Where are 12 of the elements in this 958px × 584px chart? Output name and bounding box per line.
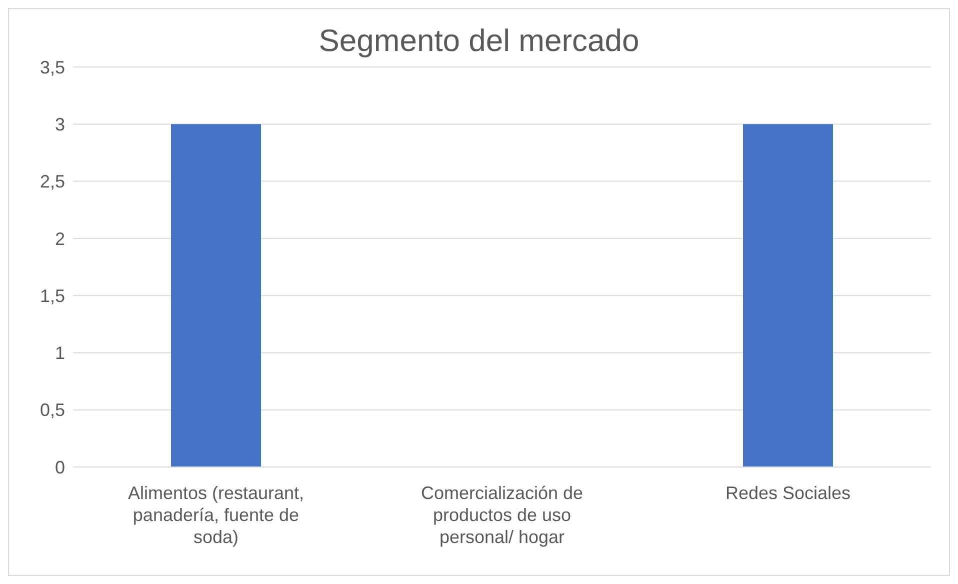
y-tick-label: 1 [54, 343, 65, 364]
x-tick-label: Comercialización de productos de uso personal/ hogar [420, 483, 584, 547]
chart-title: Segmento del mercado [318, 23, 640, 59]
y-tick-label: 3,5 [40, 57, 65, 78]
y-tick-label: 0 [54, 457, 65, 478]
y-tick-label: 1,5 [40, 286, 65, 306]
y-tick-label: 2,5 [40, 172, 65, 192]
y-tick-label: 2 [54, 228, 65, 249]
x-tick-label: Redes Sociales [725, 483, 851, 503]
y-tick-label: 0,5 [40, 400, 65, 420]
y-tick-label: 3 [54, 114, 65, 135]
x-tick-label: Alimentos (restaurant, panadería, fuente de soda) [128, 483, 304, 547]
